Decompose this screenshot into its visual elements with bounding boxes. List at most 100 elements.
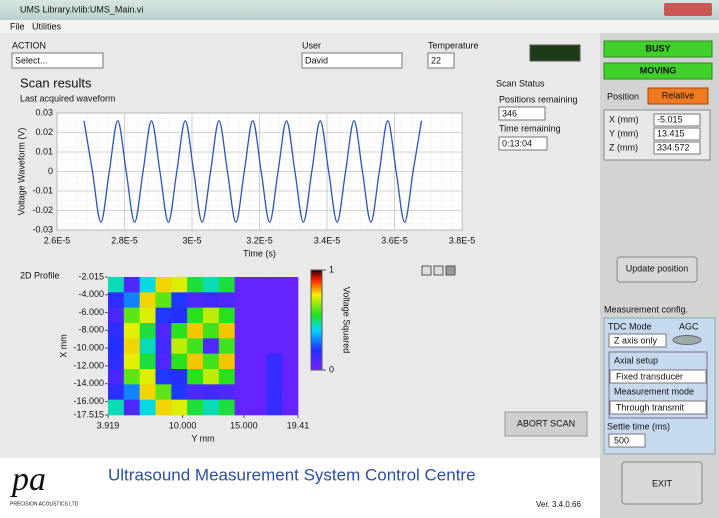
version: Ver. 3.4.0.66 bbox=[536, 500, 581, 509]
heatmap-cell bbox=[139, 399, 156, 416]
colorbar-step bbox=[311, 326, 322, 329]
agc-led[interactable] bbox=[672, 335, 702, 345]
section-title: Scan results bbox=[20, 75, 92, 90]
colorbar-step bbox=[311, 314, 322, 317]
colorbar-step bbox=[311, 308, 322, 311]
colorbar-step bbox=[311, 274, 322, 277]
heatmap-cell bbox=[155, 323, 172, 339]
x-tick-label: 3.6E-5 bbox=[381, 235, 408, 245]
y-tick-label: -0.02 bbox=[32, 205, 53, 215]
colorbar-step bbox=[311, 294, 322, 297]
abort-button[interactable] bbox=[504, 411, 588, 437]
moving-text: MOVING bbox=[640, 65, 677, 75]
colorbar-tick-label: 1 bbox=[329, 264, 334, 274]
heatmap-cell bbox=[155, 307, 172, 324]
heatmap-cell bbox=[282, 384, 299, 400]
colorbar-step bbox=[311, 346, 322, 349]
tdc-select[interactable] bbox=[608, 333, 667, 348]
mode-select[interactable] bbox=[609, 400, 707, 415]
colorbar-step bbox=[311, 282, 322, 285]
heatmap-cell bbox=[203, 399, 220, 416]
colorbar-step bbox=[311, 318, 322, 321]
colorbar-step bbox=[311, 306, 322, 309]
heatmap-cell bbox=[155, 292, 172, 308]
settle-field[interactable] bbox=[608, 433, 646, 448]
graph-tools[interactable] bbox=[421, 265, 456, 276]
heatmap-cell bbox=[187, 307, 204, 324]
heatmap-cell bbox=[203, 353, 220, 370]
busy-text: BUSY bbox=[645, 43, 670, 53]
colorbar-step bbox=[311, 330, 322, 333]
heatmap-cell bbox=[218, 338, 235, 354]
heatmap-cell bbox=[171, 277, 188, 293]
busy-indicator bbox=[603, 40, 713, 58]
heatmap-cell bbox=[123, 353, 140, 370]
menu-item[interactable]: File bbox=[10, 21, 25, 31]
heatmap-cell bbox=[108, 353, 125, 370]
colorbar-step bbox=[311, 298, 322, 301]
heatmap-cell bbox=[123, 369, 140, 385]
heatmap-cell bbox=[171, 399, 188, 416]
heatmap-cell bbox=[187, 277, 204, 293]
y-field bbox=[653, 127, 701, 141]
update-button[interactable] bbox=[616, 256, 698, 283]
heatmap-cell bbox=[282, 292, 299, 308]
app-title: Ultrasound Measurement System Control Ce… bbox=[108, 465, 476, 484]
menu-bar bbox=[0, 20, 719, 33]
heatmap-cell bbox=[108, 323, 125, 339]
moving-indicator bbox=[603, 62, 713, 80]
heatmap-cell bbox=[139, 323, 156, 339]
menu-item[interactable]: Utilities bbox=[32, 21, 62, 31]
company: PRECISION ACOUSTICS LTD bbox=[10, 501, 79, 507]
colorbar-step bbox=[311, 354, 322, 357]
colorbar-step bbox=[311, 270, 322, 273]
heatmap-cell bbox=[187, 323, 204, 339]
colorbar-step bbox=[311, 284, 322, 287]
heatmap-cell bbox=[266, 353, 283, 370]
heatmap-cell bbox=[234, 292, 251, 308]
heatmap-cell bbox=[108, 399, 125, 416]
colorbar-label: Voltage Squared bbox=[342, 287, 352, 354]
heatmap-cell bbox=[123, 307, 140, 324]
y-tick-label: 0.01 bbox=[35, 146, 53, 156]
window-buttons[interactable] bbox=[664, 3, 712, 16]
heatmap-cell bbox=[282, 338, 299, 354]
heatmap-cell bbox=[203, 292, 220, 308]
colorbar-frame bbox=[310, 269, 323, 371]
relative-button[interactable] bbox=[647, 87, 709, 105]
colorbar-step bbox=[311, 344, 322, 347]
heatmap-cell bbox=[218, 353, 235, 370]
colorbar-step bbox=[311, 292, 322, 295]
value: Fixed transducer bbox=[616, 371, 683, 381]
heatmap-cell bbox=[155, 399, 172, 416]
y-tick-label: -10.000 bbox=[73, 342, 104, 352]
value: 13.415 bbox=[657, 128, 685, 138]
colorbar-step bbox=[311, 290, 322, 293]
heatmap-cell bbox=[266, 338, 283, 354]
value: David bbox=[305, 55, 328, 65]
heatmap-cell bbox=[139, 307, 156, 324]
colorbar-step bbox=[311, 368, 322, 371]
heatmap-cell bbox=[250, 384, 267, 400]
heatmap-cell bbox=[203, 323, 220, 339]
user-field[interactable] bbox=[301, 52, 403, 69]
y-tick-label: -16.000 bbox=[73, 396, 104, 406]
heatmap-cell bbox=[250, 399, 267, 416]
heatmap-cell bbox=[108, 369, 125, 385]
axial-select[interactable] bbox=[609, 369, 707, 384]
colorbar-step bbox=[311, 348, 322, 351]
y-axis-label: Voltage Waveform (V) bbox=[16, 128, 26, 216]
action-select[interactable] bbox=[11, 52, 104, 69]
button-text: Update position bbox=[626, 263, 689, 273]
heatmap-cell bbox=[250, 307, 267, 324]
exit-button[interactable] bbox=[621, 461, 703, 505]
heatmap-cell bbox=[266, 369, 283, 385]
heatmap-cell bbox=[108, 338, 125, 354]
heatmap-cell bbox=[123, 323, 140, 339]
heatmap-cell bbox=[218, 292, 235, 308]
time-field bbox=[498, 136, 548, 151]
heatmap-cell bbox=[203, 369, 220, 385]
colorbar-step bbox=[311, 300, 322, 303]
colorbar-step bbox=[311, 350, 322, 353]
y-tick-label: -0.03 bbox=[32, 224, 53, 234]
